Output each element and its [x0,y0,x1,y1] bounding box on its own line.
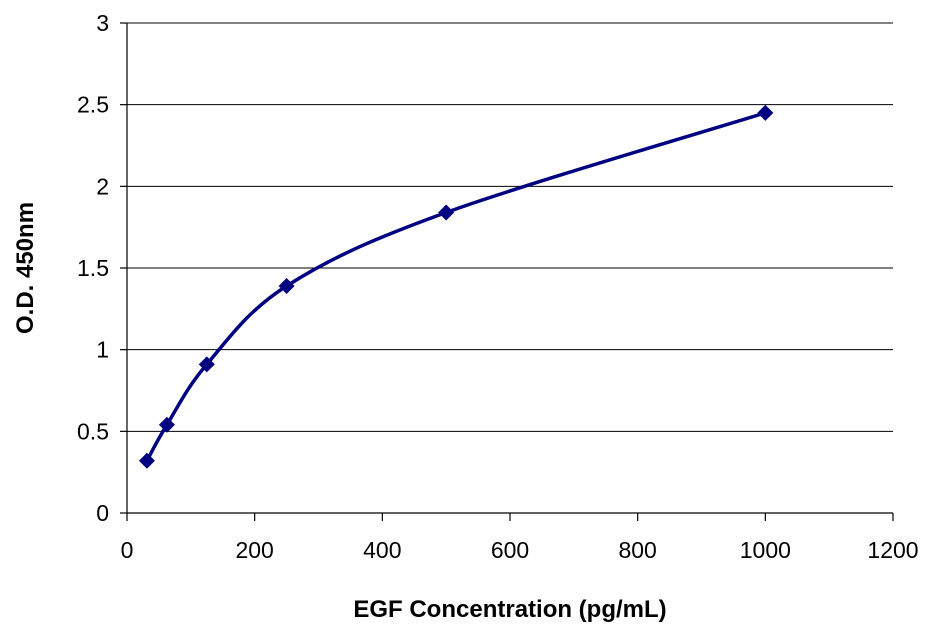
y-tick-label: 0.5 [77,418,109,444]
y-tick-label: 0 [96,500,109,526]
data-point-marker [438,204,455,221]
y-tick-label: 2 [96,173,109,199]
series-line [145,111,766,462]
series [138,104,774,469]
y-tick-label: 1.5 [77,255,109,281]
x-tick-label: 1200 [867,537,918,563]
x-axis-title: EGF Concentration (pg/mL) [353,596,666,623]
y-axis-title: O.D. 450nm [12,202,39,334]
x-tick-label: 400 [363,537,401,563]
x-tick-label: 1000 [740,537,791,563]
tick-labels: 0 0.5 1 1.5 2 2.5 3 0 200 400 600 800 1000 1200 [77,10,919,563]
data-point-marker [158,416,175,433]
x-tick-label: 0 [121,537,134,563]
x-tick-label: 800 [618,537,656,563]
y-tick-label: 1 [96,337,109,363]
gridlines [127,22,893,432]
y-tick-label: 2.5 [77,92,109,118]
data-point-marker [198,356,215,373]
x-tick-label: 200 [235,537,273,563]
y-tick-label: 3 [96,10,109,36]
data-point-marker [278,277,295,294]
data-point-marker [138,452,155,469]
x-tick-label: 600 [491,537,529,563]
axes [120,22,894,521]
data-point-marker [757,104,774,121]
